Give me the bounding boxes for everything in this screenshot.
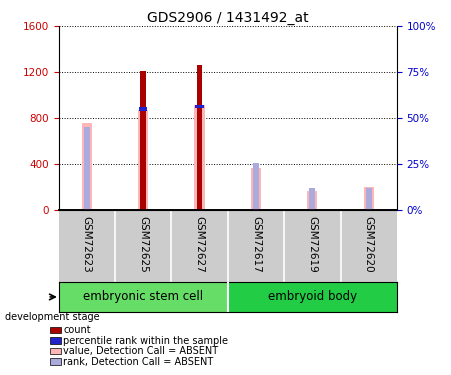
Bar — [138, 110, 148, 210]
Bar — [364, 187, 374, 210]
Bar — [195, 105, 204, 108]
Bar — [139, 107, 147, 111]
Bar — [253, 163, 259, 210]
Text: GSM72619: GSM72619 — [307, 216, 318, 273]
Text: embryonic stem cell: embryonic stem cell — [83, 291, 203, 303]
Bar — [307, 191, 318, 210]
Title: GDS2906 / 1431492_at: GDS2906 / 1431492_at — [147, 11, 308, 25]
Bar — [194, 105, 205, 210]
Text: count: count — [63, 325, 91, 335]
Bar — [82, 123, 92, 210]
Bar — [197, 65, 202, 210]
Text: GSM72625: GSM72625 — [138, 216, 148, 273]
Text: percentile rank within the sample: percentile rank within the sample — [63, 336, 228, 345]
Bar — [84, 128, 90, 210]
Text: development stage: development stage — [5, 312, 99, 322]
Text: embryoid body: embryoid body — [268, 291, 357, 303]
Bar — [59, 282, 228, 312]
Text: GSM72627: GSM72627 — [194, 216, 205, 273]
Text: GSM72623: GSM72623 — [82, 216, 92, 273]
Text: rank, Detection Call = ABSENT: rank, Detection Call = ABSENT — [63, 357, 213, 366]
Bar — [251, 168, 261, 210]
Bar — [140, 71, 146, 210]
Text: GSM72617: GSM72617 — [251, 216, 261, 273]
Bar — [228, 282, 397, 312]
Text: value, Detection Call = ABSENT: value, Detection Call = ABSENT — [63, 346, 218, 356]
Bar — [366, 188, 372, 210]
Text: GSM72620: GSM72620 — [364, 216, 374, 272]
Bar — [309, 188, 315, 210]
